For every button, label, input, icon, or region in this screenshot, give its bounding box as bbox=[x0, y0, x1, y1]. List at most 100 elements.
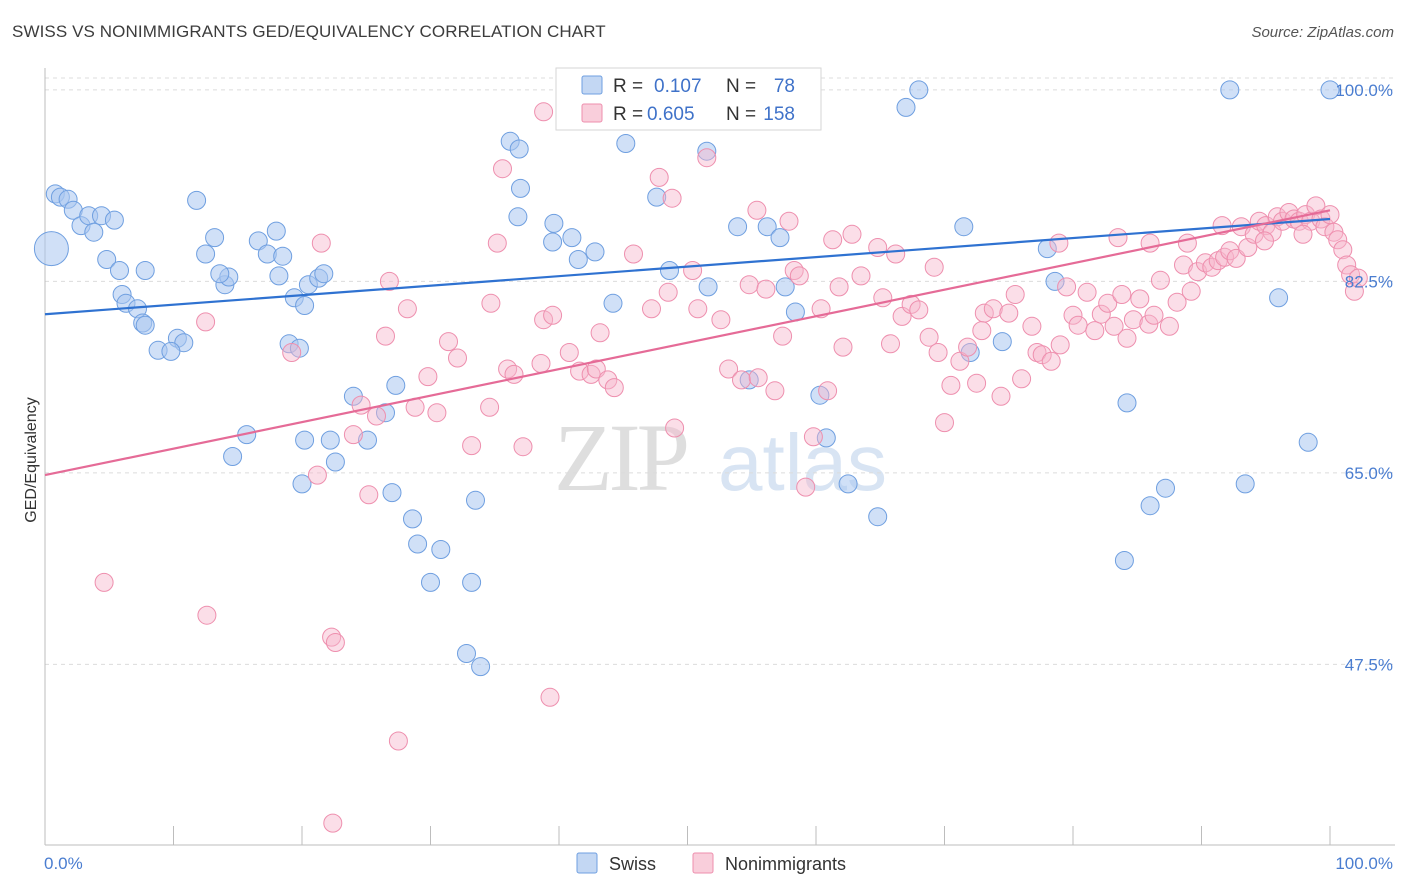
point-nonimmigrants bbox=[376, 326, 395, 346]
point-nonimmigrants bbox=[1050, 335, 1070, 355]
point-nonimmigrants bbox=[543, 305, 563, 325]
point-swiss bbox=[196, 244, 216, 264]
point-nonimmigrants bbox=[1077, 282, 1097, 302]
point-nonimmigrants bbox=[935, 413, 954, 433]
point-nonimmigrants bbox=[1144, 305, 1164, 325]
point-nonimmigrants bbox=[343, 425, 363, 445]
point-nonimmigrants bbox=[1174, 255, 1193, 275]
point-swiss bbox=[585, 242, 605, 262]
point-nonimmigrants bbox=[325, 633, 345, 652]
point-nonimmigrants bbox=[924, 257, 944, 277]
point-nonimmigrants bbox=[803, 427, 823, 447]
point-nonimmigrants bbox=[1181, 281, 1201, 301]
point-nonimmigrants bbox=[1333, 240, 1353, 260]
point-nonimmigrants bbox=[881, 334, 900, 354]
point-swiss bbox=[728, 217, 748, 237]
point-swiss bbox=[358, 430, 377, 450]
point-nonimmigrants bbox=[1012, 369, 1032, 389]
point-nonimmigrants bbox=[367, 406, 386, 426]
point-nonimmigrants bbox=[683, 261, 703, 280]
point-nonimmigrants bbox=[823, 230, 843, 250]
point-nonimmigrants bbox=[1167, 292, 1187, 312]
point-nonimmigrants bbox=[1177, 233, 1197, 253]
point-swiss bbox=[1140, 496, 1160, 516]
point-nonimmigrants bbox=[388, 731, 408, 751]
point-nonimmigrants bbox=[919, 327, 939, 347]
points-layer bbox=[33, 80, 1368, 833]
point-swiss bbox=[421, 572, 440, 592]
point-nonimmigrants bbox=[747, 200, 767, 220]
point-nonimmigrants bbox=[1112, 285, 1132, 304]
point-nonimmigrants bbox=[756, 279, 776, 299]
point-swiss bbox=[1045, 271, 1065, 291]
point-nonimmigrants bbox=[983, 299, 1003, 319]
point-nonimmigrants bbox=[909, 300, 929, 320]
legend-n-label-swiss: N = bbox=[726, 76, 756, 97]
point-swiss bbox=[1320, 80, 1340, 100]
point-swiss bbox=[462, 572, 482, 592]
point-nonimmigrants bbox=[649, 167, 669, 187]
point-nonimmigrants bbox=[487, 233, 507, 253]
point-nonimmigrants bbox=[197, 605, 217, 625]
point-swiss bbox=[325, 452, 345, 472]
point-swiss bbox=[1269, 288, 1289, 308]
legend-n-value-nonimmigrants: 158 bbox=[763, 104, 795, 125]
point-swiss bbox=[210, 264, 230, 284]
bottom-legend-label-swiss: Swiss bbox=[609, 854, 656, 874]
legend-swatch-nonimmigrants bbox=[581, 103, 603, 123]
point-swiss bbox=[603, 293, 623, 313]
point-swiss bbox=[1156, 478, 1175, 498]
point-nonimmigrants bbox=[1085, 321, 1105, 341]
point-swiss bbox=[33, 231, 69, 267]
legend-r-label-nonimmigrants: R = bbox=[613, 104, 643, 125]
point-swiss bbox=[896, 97, 916, 117]
point-nonimmigrants bbox=[711, 310, 731, 330]
point-nonimmigrants bbox=[972, 321, 992, 341]
bottom-legend-label-nonimmigrants: Nonimmigrants bbox=[725, 854, 846, 874]
y-tick-label: 100.0% bbox=[1335, 81, 1393, 100]
point-nonimmigrants bbox=[94, 572, 114, 592]
point-nonimmigrants bbox=[773, 326, 793, 346]
x-tick-label-max: 100.0% bbox=[1335, 854, 1393, 873]
point-swiss bbox=[1235, 474, 1255, 494]
point-swiss bbox=[1298, 432, 1318, 452]
legend-n-value-swiss: 78 bbox=[774, 76, 795, 97]
point-nonimmigrants bbox=[958, 337, 978, 357]
point-swiss bbox=[273, 246, 293, 266]
point-nonimmigrants bbox=[418, 367, 438, 387]
point-swiss bbox=[466, 490, 485, 510]
point-nonimmigrants bbox=[1091, 304, 1111, 324]
trend-line-nonimmigrants bbox=[44, 209, 1331, 477]
point-nonimmigrants bbox=[732, 370, 751, 390]
watermark-atlas: atlas bbox=[718, 418, 887, 507]
point-swiss bbox=[1220, 80, 1240, 100]
point-nonimmigrants bbox=[1139, 314, 1159, 334]
point-nonimmigrants bbox=[1220, 241, 1240, 261]
point-nonimmigrants bbox=[748, 368, 768, 388]
point-swiss bbox=[647, 187, 667, 207]
point-nonimmigrants bbox=[559, 343, 579, 362]
point-swiss bbox=[511, 178, 530, 198]
point-nonimmigrants bbox=[1117, 328, 1137, 348]
point-swiss bbox=[161, 341, 181, 361]
point-swiss bbox=[543, 232, 563, 252]
point-swiss bbox=[295, 430, 315, 450]
point-nonimmigrants bbox=[307, 465, 327, 485]
point-nonimmigrants bbox=[534, 310, 554, 330]
point-swiss bbox=[508, 207, 528, 227]
point-nonimmigrants bbox=[833, 337, 853, 357]
point-nonimmigrants bbox=[1130, 289, 1150, 309]
point-nonimmigrants bbox=[829, 277, 849, 297]
point-nonimmigrants bbox=[765, 381, 785, 401]
point-nonimmigrants bbox=[1320, 205, 1340, 225]
legend-r-label-swiss: R = bbox=[613, 76, 643, 97]
point-swiss bbox=[110, 261, 129, 280]
point-swiss bbox=[187, 190, 207, 210]
point-nonimmigrants bbox=[688, 299, 708, 319]
point-swiss bbox=[135, 315, 155, 335]
point-swiss bbox=[562, 228, 582, 248]
y-tick-label: 82.5% bbox=[1345, 272, 1393, 291]
point-swiss bbox=[544, 213, 564, 233]
point-swiss bbox=[868, 507, 888, 527]
